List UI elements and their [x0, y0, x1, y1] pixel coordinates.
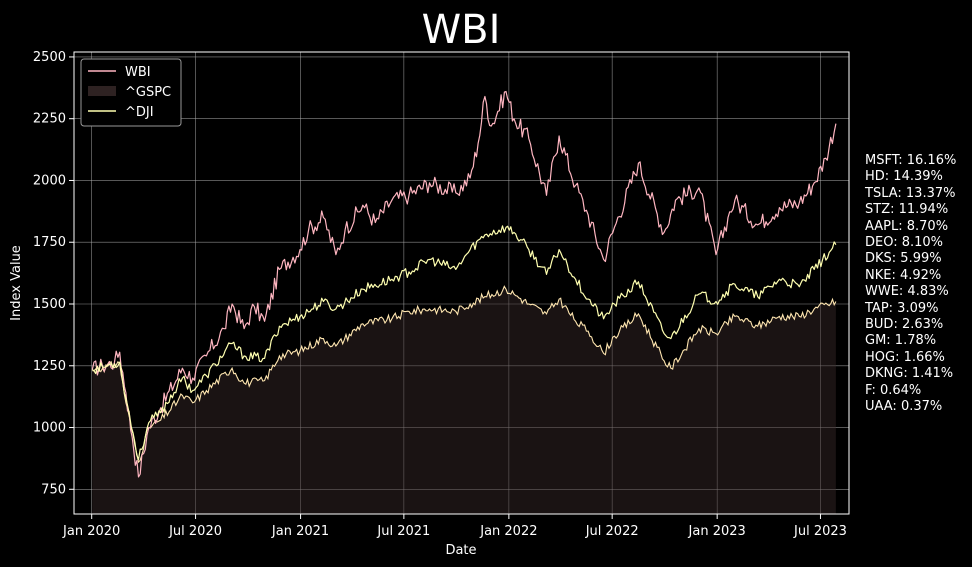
x-tick-label: Jan 2023: [688, 524, 746, 539]
legend-box: [80, 58, 182, 127]
x-tick-label: Jan 2020: [62, 524, 120, 539]
series-line-gspc: [92, 285, 837, 464]
weight-item: NKE: 4.92%: [865, 267, 942, 283]
plot-frame: [73, 51, 850, 515]
x-tick-label: Jan 2021: [271, 524, 329, 539]
x-tick-label: Jan 2022: [479, 524, 537, 539]
weights-list: MSFT: 16.16% HD: 14.39% TSLA: 13.37% STZ: 1…: [865, 153, 956, 416]
y-tick-label: 2250: [33, 112, 66, 127]
series-line-dji: [91, 225, 837, 461]
weight-item: WWE: 4.83%: [865, 284, 949, 300]
y-tick-label: 2500: [33, 50, 66, 65]
y-tick-label: 1750: [33, 235, 66, 250]
y-tick-label: 1000: [33, 421, 66, 436]
chart-title: WBI: [422, 7, 501, 53]
weight-item: UAA: 0.37%: [865, 399, 943, 415]
weight-item: TAP: 3.09%: [865, 300, 939, 316]
x-tick-label: Jul 2022: [585, 524, 639, 539]
weight-item: TSLA: 13.37%: [865, 185, 956, 201]
legend: WBI ^GSPC ^DJI: [80, 58, 182, 127]
weight-item: DKNG: 1.41%: [865, 366, 954, 382]
y-tick-label: 1250: [33, 359, 66, 374]
weight-item: DEO: 8.10%: [865, 235, 944, 251]
weight-item: GM: 1.78%: [865, 333, 937, 349]
x-tick-label: Jul 2023: [793, 524, 847, 539]
x-tick-label: Jul 2020: [168, 524, 222, 539]
weight-item: DKS: 5.99%: [865, 251, 942, 267]
y-tick-label: 750: [41, 482, 66, 497]
series-area-gspc: [92, 286, 836, 514]
legend-swatch: [88, 86, 116, 96]
weight-item: AAPL: 8.70%: [865, 218, 949, 234]
weight-item: BUD: 2.63%: [865, 317, 944, 333]
legend-label: WBI: [125, 65, 151, 80]
legend-label: ^DJI: [125, 105, 154, 120]
weight-item: STZ: 11.94%: [865, 202, 949, 218]
legend-label: ^GSPC: [125, 85, 171, 100]
plot-area: 750 1000 1250 1500 1750 2000 2250 2500 Jan 2020 J…: [33, 50, 850, 539]
weight-item: F: 0.64%: [865, 382, 922, 398]
x-tick-label: Jul 2021: [376, 524, 430, 539]
x-axis-label: Date: [445, 543, 476, 558]
weight-item: HD: 14.39%: [865, 169, 943, 185]
y-axis-label: Index Value: [9, 245, 24, 321]
y-tick-label: 2000: [33, 173, 66, 188]
weight-item: MSFT: 16.16%: [865, 153, 957, 168]
y-tick-label: 1500: [33, 297, 66, 312]
weight-item: HOG: 1.66%: [865, 349, 945, 365]
series-line-wbi: [91, 90, 837, 478]
